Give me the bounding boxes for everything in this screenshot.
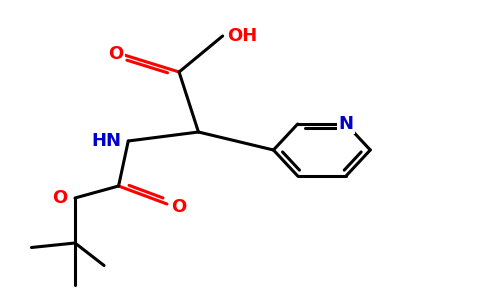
Text: HN: HN bbox=[91, 132, 121, 150]
Text: O: O bbox=[52, 189, 68, 207]
Text: O: O bbox=[108, 45, 124, 63]
Text: N: N bbox=[339, 115, 353, 133]
Text: OH: OH bbox=[227, 27, 258, 45]
Text: O: O bbox=[171, 198, 187, 216]
